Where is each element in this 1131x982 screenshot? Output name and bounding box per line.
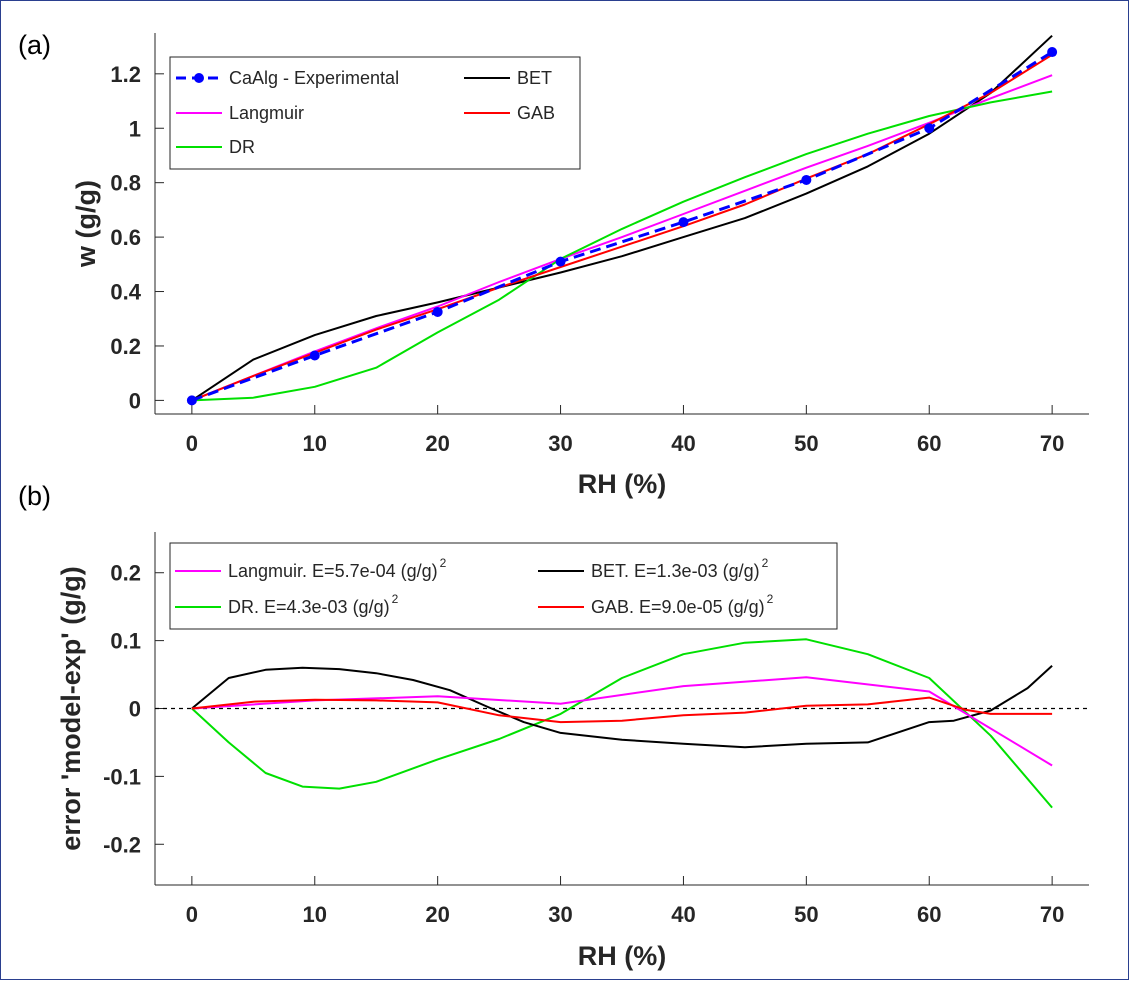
legend-exponent: 2 [767, 592, 774, 606]
y-tick-label: 1.2 [110, 62, 141, 87]
y-tick-label: 0 [129, 697, 141, 722]
x-axis-title: RH (%) [578, 941, 667, 971]
x-tick-label: 40 [671, 902, 695, 927]
data-point-caalg-experimental [309, 350, 320, 361]
series-line-gab [191, 53, 1053, 402]
series-line-bet [191, 34, 1053, 402]
x-tick-label: 0 [186, 431, 198, 456]
series-line-gab [191, 696, 1053, 724]
legend-entry: DR. E=4.3e-03 (g/g) [228, 597, 390, 617]
legend-entry: BET. E=1.3e-03 (g/g) [591, 561, 760, 581]
x-tick-label: 20 [425, 431, 449, 456]
legend-box-a [169, 56, 581, 170]
data-point-caalg-experimental [801, 174, 812, 185]
series-line-dr [191, 90, 1053, 402]
legend-entry: Langmuir [229, 103, 304, 123]
data-point-caalg-experimental [924, 123, 935, 134]
y-tick-label: -0.2 [103, 832, 141, 857]
x-tick-label: 70 [1040, 431, 1064, 456]
x-tick-label: 0 [186, 902, 198, 927]
x-axis-title: RH (%) [578, 469, 667, 499]
y-axis-title: error 'model-exp' (g/g) [56, 566, 86, 850]
y-tick-label: 0.2 [110, 334, 141, 359]
legend-entry: Langmuir. E=5.7e-04 (g/g) [228, 561, 438, 581]
legend-entry: GAB [517, 103, 555, 123]
y-tick-label: 0.2 [110, 561, 141, 586]
chart-panel-a: 0 10 20 30 40 50 60 70 0 0.2 0.4 0.6 0.8 1 1.2 RH (%) w … [71, 33, 1089, 499]
legend-entry: DR [229, 137, 255, 157]
y-tick-label: -0.1 [103, 764, 141, 789]
legend-exponent: 2 [762, 556, 769, 570]
y-tick-label: 0 [129, 388, 141, 413]
x-tick-label: 60 [917, 902, 941, 927]
legend-marker [194, 73, 204, 83]
data-point-caalg-experimental [186, 395, 197, 406]
series-line-bet [191, 664, 1053, 749]
x-tick-label: 30 [548, 902, 572, 927]
panel-label-a: (a) [18, 30, 51, 60]
x-tick-label: 10 [303, 431, 327, 456]
data-point-caalg-experimental [555, 256, 566, 267]
x-tick-label: 50 [794, 431, 818, 456]
x-tick-label: 60 [917, 431, 941, 456]
data-point-caalg-experimental [678, 217, 689, 228]
legend-entry: GAB. E=9.0e-05 (g/g) [591, 597, 765, 617]
y-tick-label: 0.6 [110, 225, 141, 250]
data-point-caalg-experimental [1047, 47, 1058, 58]
x-tick-label: 40 [671, 431, 695, 456]
legend-exponent: 2 [392, 592, 399, 606]
legend-entry: BET [517, 68, 552, 88]
legend-entry: CaAlg - Experimental [229, 68, 399, 88]
x-tick-label: 20 [425, 902, 449, 927]
x-tick-label: 30 [548, 431, 572, 456]
y-tick-label: 0.4 [110, 280, 141, 305]
y-axis-title: w (g/g) [71, 180, 101, 268]
x-tick-label: 50 [794, 902, 818, 927]
y-tick-label: 0.8 [110, 171, 141, 196]
legend-exponent: 2 [440, 556, 447, 570]
panel-label-b: (b) [18, 481, 51, 511]
series-line-langmuir [191, 74, 1053, 402]
x-tick-label: 10 [303, 902, 327, 927]
chart-panel-b: 0 10 20 30 40 50 60 70 -0.2 -0.1 0 0.1 0.2 RH (%) erro… [56, 532, 1089, 971]
y-tick-label: 0.1 [110, 629, 141, 654]
x-tick-label: 70 [1040, 902, 1064, 927]
data-point-caalg-experimental [432, 306, 443, 317]
series-line-dr [191, 638, 1053, 809]
y-tick-label: 1 [129, 116, 141, 141]
legend-box-b [169, 542, 838, 630]
